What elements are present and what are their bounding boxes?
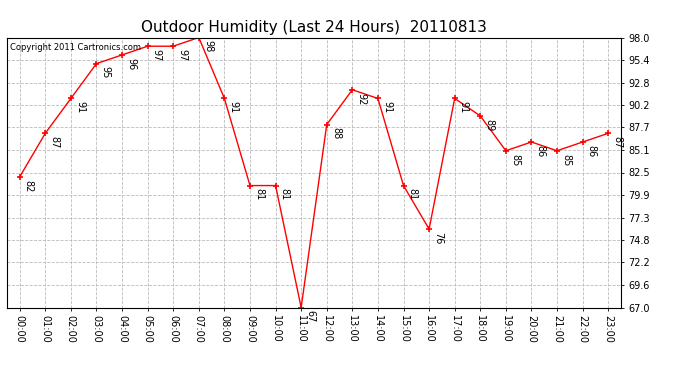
Text: 95: 95 [101,66,110,79]
Text: 82: 82 [24,180,34,192]
Text: 86: 86 [535,145,546,157]
Text: 67: 67 [305,310,315,322]
Text: 81: 81 [408,188,417,201]
Text: 91: 91 [75,101,85,114]
Text: 86: 86 [586,145,597,157]
Text: 87: 87 [612,136,622,148]
Text: 98: 98 [203,40,213,53]
Text: 91: 91 [382,101,392,114]
Text: 81: 81 [279,188,290,201]
Text: 81: 81 [254,188,264,201]
Text: 89: 89 [484,118,495,131]
Title: Outdoor Humidity (Last 24 Hours)  20110813: Outdoor Humidity (Last 24 Hours) 2011081… [141,20,487,35]
Text: 85: 85 [561,153,571,166]
Text: 92: 92 [357,93,366,105]
Text: 97: 97 [177,49,188,62]
Text: 97: 97 [152,49,161,62]
Text: 87: 87 [50,136,59,148]
Text: 96: 96 [126,58,136,70]
Text: 91: 91 [228,101,239,114]
Text: 91: 91 [459,101,469,114]
Text: Copyright 2011 Cartronics.com: Copyright 2011 Cartronics.com [10,43,141,52]
Text: 88: 88 [331,128,341,140]
Text: 76: 76 [433,232,443,244]
Text: 85: 85 [510,153,520,166]
